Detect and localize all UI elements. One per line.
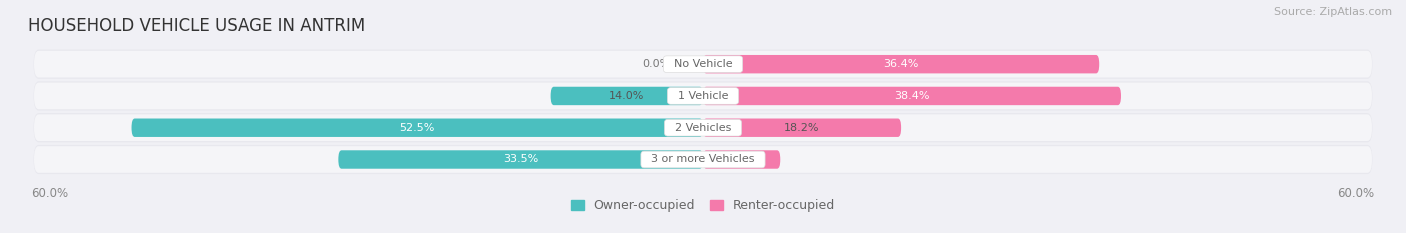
Text: 0.0%: 0.0% [643,59,671,69]
FancyBboxPatch shape [34,145,1372,174]
Text: 7.1%: 7.1% [727,154,756,164]
Text: 52.5%: 52.5% [399,123,434,133]
FancyBboxPatch shape [34,146,1372,173]
FancyBboxPatch shape [34,83,1372,109]
Text: 18.2%: 18.2% [785,123,820,133]
FancyBboxPatch shape [34,81,1372,111]
FancyBboxPatch shape [34,51,1372,78]
Text: 14.0%: 14.0% [609,91,644,101]
Text: 2 Vehicles: 2 Vehicles [668,123,738,133]
Text: No Vehicle: No Vehicle [666,59,740,69]
Legend: Owner-occupied, Renter-occupied: Owner-occupied, Renter-occupied [571,199,835,212]
Text: 36.4%: 36.4% [883,59,918,69]
Text: Source: ZipAtlas.com: Source: ZipAtlas.com [1274,7,1392,17]
FancyBboxPatch shape [34,113,1372,142]
Text: 1 Vehicle: 1 Vehicle [671,91,735,101]
FancyBboxPatch shape [703,119,901,137]
FancyBboxPatch shape [551,87,703,105]
FancyBboxPatch shape [703,150,780,169]
FancyBboxPatch shape [703,55,1099,73]
FancyBboxPatch shape [34,50,1372,79]
FancyBboxPatch shape [34,114,1372,141]
Text: 33.5%: 33.5% [503,154,538,164]
FancyBboxPatch shape [132,119,703,137]
Text: HOUSEHOLD VEHICLE USAGE IN ANTRIM: HOUSEHOLD VEHICLE USAGE IN ANTRIM [28,17,366,35]
Text: 38.4%: 38.4% [894,91,929,101]
FancyBboxPatch shape [339,150,703,169]
Text: 3 or more Vehicles: 3 or more Vehicles [644,154,762,164]
FancyBboxPatch shape [703,87,1121,105]
